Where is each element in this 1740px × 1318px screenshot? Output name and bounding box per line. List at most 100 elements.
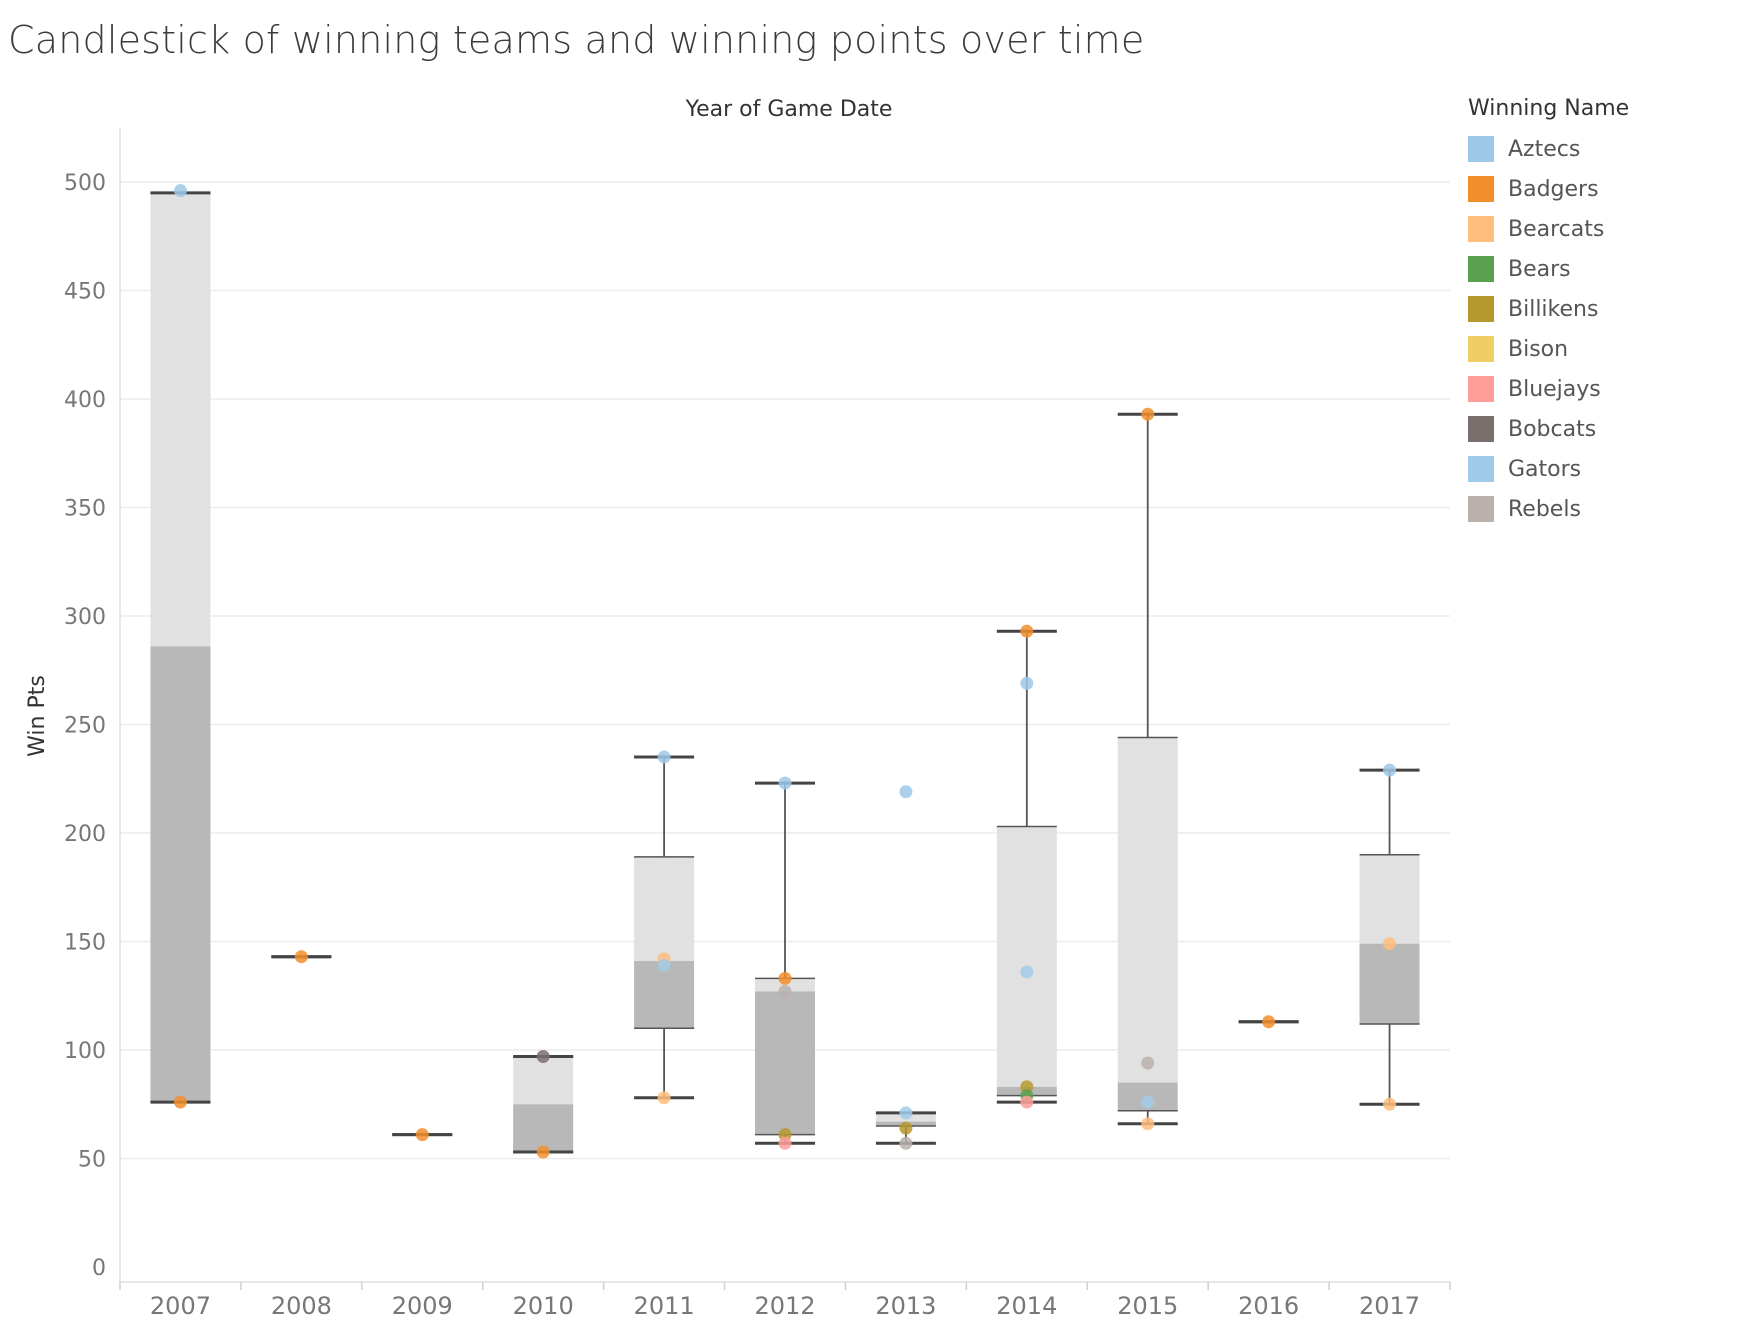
legend-swatch [1468,456,1494,482]
lower-box [755,991,815,1135]
x-tick-label: 2017 [1359,1292,1420,1318]
upper-box [513,1056,574,1105]
legend-swatch [1468,416,1494,442]
upper-box [996,826,1057,1087]
legend-swatch [1468,496,1494,522]
x-tick-label: 2008 [271,1292,332,1318]
legend: Winning Name Aztecs Badgers Bearcats Bears B… [1468,96,1629,529]
legend-item-billikens[interactable]: Billikens [1468,289,1629,329]
x-tick-label: 2014 [996,1292,1057,1318]
legend-items: Aztecs Badgers Bearcats Bears Billikens Bison… [1468,129,1629,529]
upper-box [755,978,815,992]
lower-box [150,646,211,1103]
x-tick-label: 2010 [513,1292,574,1318]
y-tick-label: 0 [92,1256,106,1281]
data-point-gators [1020,965,1034,979]
box-2011 [634,755,695,1100]
data-point-badgers [415,1128,429,1142]
upper-box [634,856,695,962]
legend-label: Bison [1508,336,1569,362]
legend-label: Bearcats [1508,216,1605,242]
data-point-bearcats [1383,937,1397,951]
legend-label: Bobcats [1508,416,1597,442]
y-tick-label: 300 [64,605,106,630]
x-tick-label: 2007 [150,1292,211,1318]
data-point-rebels [1141,1056,1155,1070]
data-point-bearcats [657,1091,671,1105]
legend-item-bison[interactable]: Bison [1468,329,1629,369]
box-2012 [755,781,815,1145]
data-point-badgers [173,1095,187,1109]
data-point-rebels [778,984,792,998]
data-point-gators [899,1106,913,1120]
x-tick-label: 2016 [1238,1292,1299,1318]
data-point-badgers [1262,1015,1276,1029]
legend-swatch [1468,256,1494,282]
data-point-aztecs [778,776,792,790]
axes-layer: 0 50 100 150 200 250 300 350 400 450 500 2007 2008 20… [64,128,1451,1318]
y-tick-label: 100 [64,1039,106,1064]
box-layer [150,191,1420,1154]
box-2010 [513,1055,574,1154]
box-2015 [1117,412,1178,1126]
data-point-bobcats [536,1050,550,1064]
legend-item-bearcats[interactable]: Bearcats [1468,209,1629,249]
legend-title: Winning Name [1468,96,1630,121]
data-point-aztecs [657,750,671,764]
legend-swatch [1468,296,1494,322]
data-point-aztecs [899,785,913,799]
y-tick-label: 350 [64,497,106,522]
legend-label: Gators [1508,456,1582,482]
legend-item-bears[interactable]: Bears [1468,249,1629,289]
y-tick-label: 400 [64,388,106,413]
data-point-badgers [778,971,792,985]
data-point-bluejays [1020,1095,1034,1109]
legend-item-aztecs[interactable]: Aztecs [1468,129,1629,169]
upper-box [1359,854,1420,944]
lower-box [1359,943,1420,1024]
data-point-rebels [899,1136,913,1150]
data-point-bluejays [778,1136,792,1150]
data-point-badgers [294,950,308,964]
data-point-bearcats [1383,1097,1397,1111]
data-point-bearcats [1141,1117,1155,1131]
x-tick-label: 2011 [634,1292,695,1318]
data-point-billikens [899,1121,913,1135]
x-axis-title: Year of Game Date [685,97,893,122]
y-tick-label: 200 [64,822,106,847]
legend-item-bluejays[interactable]: Bluejays [1468,369,1629,409]
x-tick-label: 2012 [754,1292,815,1318]
legend-item-badgers[interactable]: Badgers [1468,169,1629,209]
legend-label: Bears [1508,256,1571,282]
x-tick-label: 2013 [875,1292,936,1318]
point-layer [173,184,1397,1159]
box-2017 [1359,768,1420,1106]
data-point-badgers [1141,407,1155,421]
y-tick-label: 50 [78,1148,106,1173]
data-point-gators [1141,1095,1155,1109]
legend-item-gators[interactable]: Gators [1468,449,1629,489]
data-point-gators [657,958,671,972]
legend-label: Aztecs [1508,136,1581,162]
x-tick-label: 2009 [392,1292,453,1318]
legend-label: Rebels [1508,496,1581,522]
y-tick-label: 150 [64,931,106,956]
y-tick-label: 450 [64,280,106,305]
legend-label: Badgers [1508,176,1599,202]
legend-item-bobcats[interactable]: Bobcats [1468,409,1629,449]
data-point-aztecs [1383,763,1397,777]
lower-box [513,1104,574,1152]
data-point-aztecs [173,184,187,198]
chart-title: Candlestick of winning teams and winning… [8,18,1145,62]
x-tick-label: 2015 [1117,1292,1178,1318]
legend-swatch [1468,176,1494,202]
box-2007 [150,191,211,1104]
legend-swatch [1468,336,1494,362]
legend-item-rebels[interactable]: Rebels [1468,489,1629,529]
legend-swatch [1468,216,1494,242]
legend-label: Billikens [1508,296,1599,322]
box-2014 [996,629,1057,1104]
legend-label: Bluejays [1508,376,1601,402]
y-axis-title: Win Pts [25,675,50,757]
